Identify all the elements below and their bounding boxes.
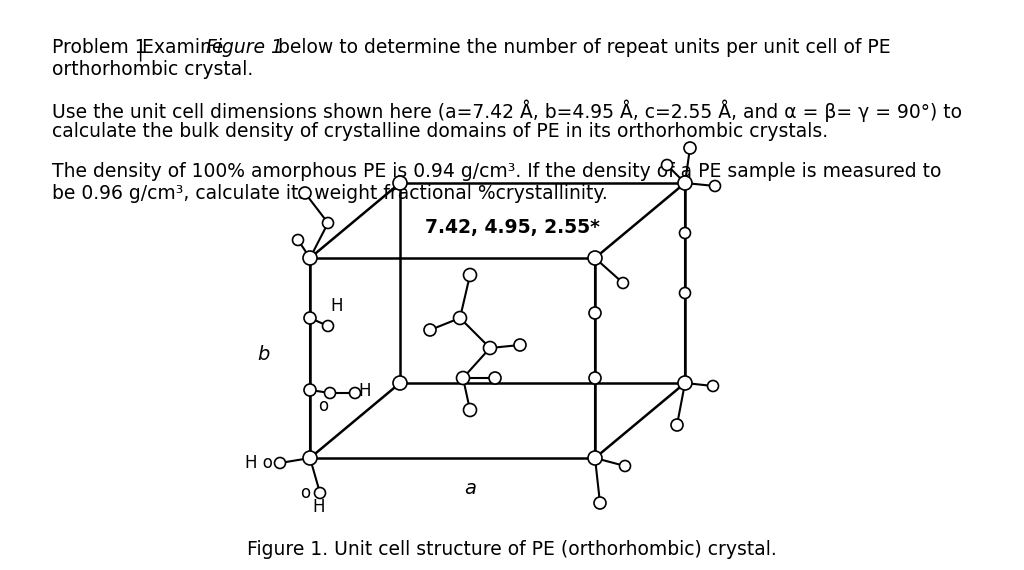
Circle shape (483, 341, 497, 355)
Circle shape (303, 451, 317, 465)
Circle shape (304, 312, 316, 324)
Text: H: H (358, 382, 371, 400)
Text: Use the unit cell dimensions shown here (a=7.42 Å, b=4.95 Å, c=2.55 Å, and α = β: Use the unit cell dimensions shown here … (52, 100, 962, 123)
Text: Figure 1: Figure 1 (206, 38, 283, 57)
Text: a: a (464, 478, 476, 498)
Text: o: o (300, 484, 310, 502)
Text: b: b (258, 345, 270, 364)
Circle shape (588, 251, 602, 265)
Text: calculate the bulk density of crystalline domains of PE in its orthorhombic crys: calculate the bulk density of crystallin… (52, 122, 828, 141)
Circle shape (680, 287, 690, 299)
Circle shape (617, 278, 629, 288)
Circle shape (349, 388, 360, 398)
Circle shape (424, 324, 436, 336)
Text: 7.42, 4.95, 2.55*: 7.42, 4.95, 2.55* (425, 218, 599, 237)
Circle shape (489, 372, 501, 384)
Circle shape (678, 376, 692, 390)
Text: H: H (312, 498, 325, 516)
Text: The density of 100% amorphous PE is 0.94 g/cm³. If the density of a PE sample is: The density of 100% amorphous PE is 0.94… (52, 162, 941, 181)
Circle shape (464, 268, 476, 282)
Circle shape (325, 388, 336, 398)
Circle shape (274, 458, 286, 469)
Circle shape (314, 487, 326, 499)
Circle shape (589, 372, 601, 384)
Circle shape (589, 307, 601, 319)
Text: be 0.96 g/cm³, calculate its weight fractional %crystallinity.: be 0.96 g/cm³, calculate its weight frac… (52, 184, 608, 203)
Text: H o: H o (245, 454, 272, 472)
Circle shape (594, 497, 606, 509)
Text: Problem 1: Problem 1 (52, 38, 146, 57)
Circle shape (454, 311, 467, 324)
Circle shape (323, 320, 334, 332)
Circle shape (662, 160, 673, 170)
Circle shape (304, 384, 316, 396)
Circle shape (710, 181, 721, 192)
Circle shape (457, 372, 469, 385)
Circle shape (323, 218, 334, 229)
Text: H: H (330, 297, 342, 315)
Circle shape (393, 376, 407, 390)
Circle shape (588, 451, 602, 465)
Circle shape (671, 419, 683, 431)
Circle shape (514, 339, 526, 351)
Circle shape (393, 176, 407, 190)
Text: below to determine the number of repeat units per unit cell of PE: below to determine the number of repeat … (272, 38, 891, 57)
Circle shape (708, 381, 719, 392)
Circle shape (464, 404, 476, 417)
Text: │: │ (134, 38, 145, 60)
Circle shape (680, 227, 690, 238)
Circle shape (678, 176, 692, 190)
Circle shape (303, 251, 317, 265)
Text: Examine: Examine (142, 38, 229, 57)
Circle shape (299, 187, 311, 199)
Circle shape (620, 461, 631, 471)
Text: o: o (318, 397, 328, 415)
Text: Figure 1. Unit cell structure of PE (orthorhombic) crystal.: Figure 1. Unit cell structure of PE (ort… (247, 540, 777, 559)
Circle shape (684, 142, 696, 154)
Circle shape (293, 234, 303, 246)
Text: orthorhombic crystal.: orthorhombic crystal. (52, 60, 253, 79)
